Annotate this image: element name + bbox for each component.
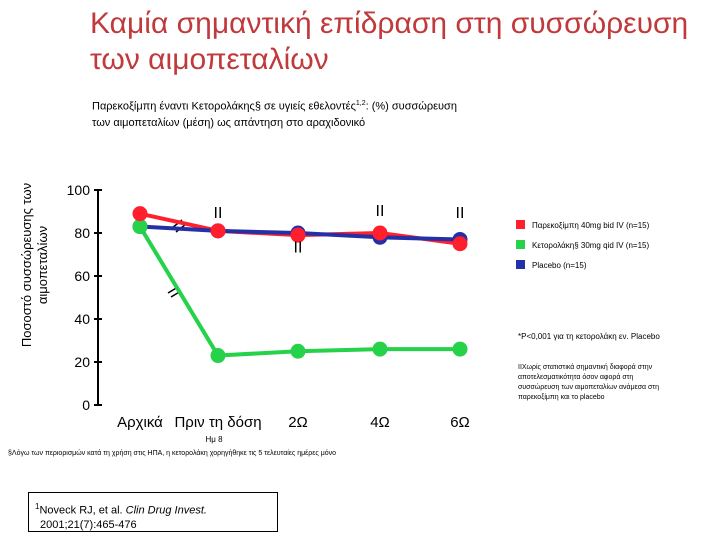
x-tick-label: Πριν τη δόση [174, 414, 261, 431]
subtitle-text: Παρεκοξίμπη έναντι Κετορολάκης§ σε υγιεί… [92, 100, 356, 113]
dagger-note: IIΧωρίς στατιστικά σημαντική διαφορά στη… [518, 364, 660, 401]
significance-marker: II [214, 205, 223, 222]
reference-number: 1 [35, 502, 40, 511]
y-tick-label: 100 [67, 182, 91, 198]
data-point-series-1 [372, 341, 388, 357]
legend-swatch-ketorolac [516, 240, 525, 249]
legend-swatch-placebo [516, 260, 525, 269]
data-point-series-1 [210, 348, 226, 364]
reference-authors: Noveck RJ, et al. [39, 504, 126, 517]
reference-citation: 2001;21(7):465-476 [40, 518, 137, 531]
legend-label-placebo: Placebo (n=15) [532, 261, 587, 270]
data-point-series-1 [132, 219, 148, 235]
data-point-series-1 [290, 343, 306, 359]
slide-title: Καμία σημαντική επίδραση στη συσσώρευση … [90, 7, 689, 76]
legend-item-ketorolac: Κετορολάκη§ 30mg qid IV (n=15) [516, 239, 649, 253]
subtitle-text-end: : (%) συσσώρευση των αιμοπεταλίων (μέση)… [92, 100, 457, 129]
p-value-note: *P<0,001 για τη κετορολάκη εν. Placebo [518, 332, 660, 341]
subtitle-ref: 1,2 [355, 100, 366, 107]
x-tick-label: 4Ω [370, 414, 390, 431]
x-tick-sublabel: Ημ 8 [205, 435, 223, 444]
x-tick-label: Αρχικά [117, 414, 163, 431]
significance-marker: II [376, 203, 385, 220]
x-tick-label: 2Ω [288, 414, 308, 431]
y-tick-label: 20 [74, 354, 90, 370]
significance-marker: II [456, 205, 465, 222]
y-tick-label: 80 [74, 225, 90, 241]
data-point-series-0 [290, 227, 306, 243]
legend-item-placebo: Placebo (n=15) [516, 259, 586, 273]
y-tick-label: 60 [74, 268, 90, 284]
reference-journal: Clin Drug Invest. [125, 504, 207, 517]
y-tick-label: 40 [74, 311, 90, 327]
significance-marker: II [294, 239, 303, 256]
legend-label-ketorolac: Κετορολάκη§ 30mg qid IV (n=15) [532, 241, 650, 250]
legend-label-parecoxib: Παρεκοξίμπη 40mg bid IV (n=15) [532, 221, 650, 230]
footnote: §Λόγω των περιορισμών κατά τη χρήση στις… [8, 450, 337, 457]
legend-swatch-parecoxib [516, 220, 525, 229]
y-tick-label: 0 [82, 397, 90, 413]
data-point-series-1 [452, 341, 468, 357]
data-point-series-0 [210, 223, 226, 239]
chart-subtitle: Παρεκοξίμπη έναντι Κετορολάκης§ σε υγιεί… [92, 96, 472, 131]
data-point-series-0 [452, 236, 468, 252]
reference-box: 1Noveck RJ, et al. Clin Drug Invest. 200… [28, 492, 278, 532]
legend-item-parecoxib: Παρεκοξίμπη 40mg bid IV (n=15) [516, 219, 649, 233]
data-point-series-0 [132, 206, 148, 222]
x-tick-label: 6Ω [450, 414, 470, 431]
data-point-series-0 [372, 225, 388, 241]
